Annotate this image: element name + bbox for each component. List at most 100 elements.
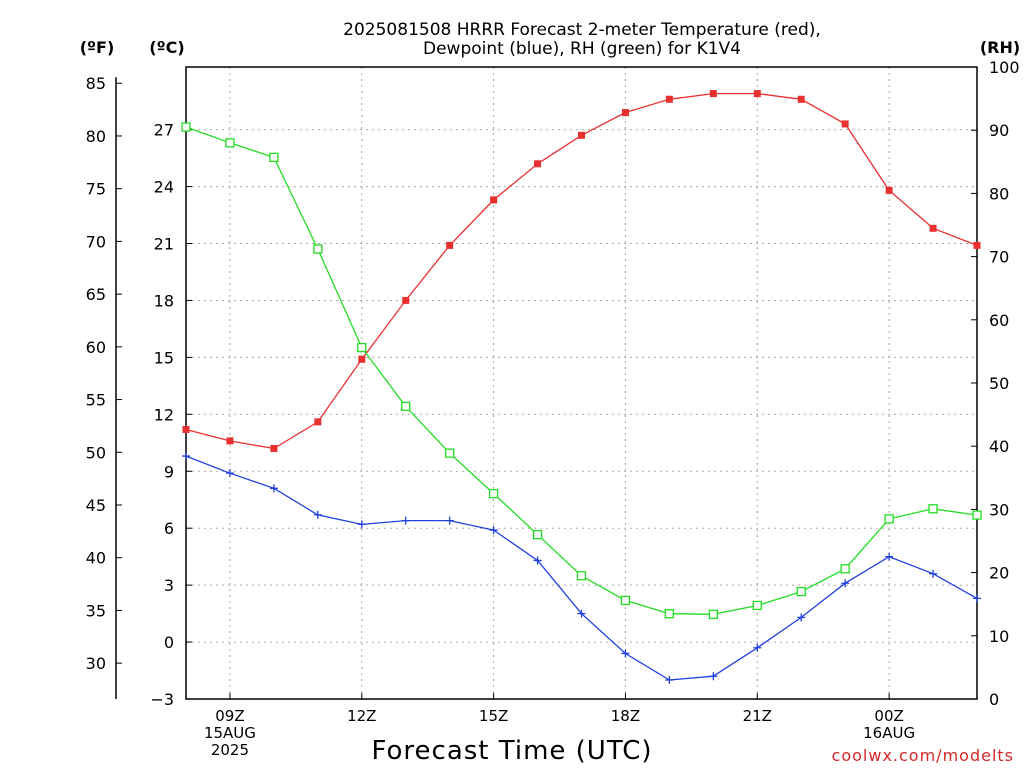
dewpoint-line: [185, 455, 978, 681]
fahrenheit-unit-label: (ºF): [80, 38, 115, 57]
temperature-point: [709, 90, 717, 98]
x-tick-label: 18Z: [611, 707, 640, 725]
fahrenheit-tick-label: 35: [86, 601, 106, 620]
dewpoint-point: [269, 484, 278, 493]
relative_humidity-point: [313, 244, 323, 254]
temperature-point: [490, 196, 498, 204]
rh-tick-label: 80: [989, 184, 1009, 203]
temperature-point: [534, 160, 542, 168]
celsius-tick-label: −3: [150, 690, 174, 709]
temperature-point: [314, 418, 322, 426]
dewpoint-point: [621, 649, 630, 658]
dewpoint-point: [313, 510, 322, 519]
relative_humidity-point: [532, 530, 543, 540]
fahrenheit-tick-label: 50: [86, 443, 106, 462]
temperature-point: [182, 425, 190, 433]
relative_humidity-point: [269, 152, 279, 163]
rh-tick-label: 20: [989, 564, 1009, 583]
relative_humidity-line: [185, 126, 978, 615]
relative_humidity-point: [972, 510, 982, 520]
celsius-tick-label: 12: [154, 405, 174, 424]
dewpoint-point: [533, 556, 542, 565]
celsius-tick-label: 0: [164, 633, 174, 652]
dewpoint-point: [929, 569, 938, 578]
rh-tick-label: 70: [989, 248, 1009, 267]
rh-tick-label: 60: [989, 311, 1009, 330]
dewpoint-point: [709, 672, 718, 681]
relative_humidity-point: [576, 571, 587, 581]
celsius-tick-label: 9: [164, 462, 174, 481]
rh-unit-label: (RH): [980, 38, 1020, 57]
x-tick-label: 15AUG: [204, 724, 256, 742]
rh-tick-label: 0: [989, 690, 999, 709]
fahrenheit-tick-label: 45: [86, 496, 106, 515]
temperature-point: [270, 444, 278, 452]
credit-text[interactable]: coolwx.com/modelts: [832, 746, 1014, 765]
rh-tick-label: 90: [989, 121, 1009, 140]
dewpoint-point: [665, 676, 674, 685]
relative_humidity-point: [840, 564, 850, 574]
temperature-point: [797, 95, 805, 103]
celsius-tick-label: 27: [154, 121, 174, 140]
celsius-tick-label: 3: [164, 576, 174, 595]
temperature-point: [753, 90, 761, 98]
fahrenheit-tick-label: 85: [86, 74, 106, 93]
dewpoint-point: [489, 526, 498, 535]
x-tick-label: 12Z: [347, 707, 376, 725]
x-tick-label: 15Z: [479, 707, 508, 725]
grid-layer: [186, 67, 977, 699]
temperature-point: [402, 296, 410, 304]
dewpoint-series: [182, 452, 981, 685]
relative_humidity-point: [357, 342, 367, 353]
x-tick-label: 2025: [211, 741, 249, 759]
relative_humidity-point: [181, 122, 191, 132]
fahrenheit-tick-label: 70: [86, 232, 106, 251]
x-tick-label: 16AUG: [863, 724, 915, 742]
rh-tick-label: 40: [989, 437, 1009, 456]
temperature-point: [665, 95, 673, 103]
series-layer: [181, 90, 982, 685]
plot-frame: [185, 66, 978, 700]
dewpoint-point: [577, 609, 586, 618]
fahrenheit-tick-label: 40: [86, 549, 106, 568]
temperature-line: [185, 92, 978, 450]
fahrenheit-tick-label: 80: [86, 127, 106, 146]
celsius-tick-label: 18: [154, 291, 174, 310]
temperature-point: [841, 120, 849, 128]
celsius-tick-label: 24: [154, 178, 174, 197]
x-axis-label: Forecast Time (UTC): [371, 736, 652, 766]
temperature-point: [621, 109, 629, 117]
dewpoint-point: [401, 516, 410, 525]
celsius-unit-label: (ºC): [149, 38, 184, 57]
chart-title-line-2: Dewpoint (blue), RH (green) for K1V4: [423, 39, 741, 59]
temperature-point: [446, 241, 454, 249]
dewpoint-point: [841, 579, 850, 588]
relative_humidity-point: [401, 401, 411, 412]
x-tick-label: 21Z: [743, 707, 772, 725]
relative_humidity-point: [488, 488, 499, 499]
dewpoint-point: [753, 643, 762, 652]
relative_humidity-point: [225, 138, 235, 148]
relative_humidity-point: [445, 448, 455, 458]
dewpoint-point: [797, 613, 806, 622]
celsius-tick-label: 6: [164, 519, 174, 538]
chart-title-line-1: 2025081508 HRRR Forecast 2-meter Tempera…: [343, 20, 821, 40]
rh-tick-label: 30: [989, 500, 1009, 519]
relative_humidity-point: [620, 595, 631, 606]
temperature-point: [358, 355, 366, 363]
fahrenheit-tick-label: 60: [86, 338, 106, 357]
dewpoint-point: [973, 594, 981, 603]
temperature-point: [929, 224, 937, 232]
rh-tick-label: 50: [989, 374, 1009, 393]
dewpoint-point: [445, 516, 454, 525]
fahrenheit-tick-label: 75: [86, 180, 106, 199]
celsius-tick-label: 15: [154, 348, 174, 367]
relative_humidity-point: [796, 586, 806, 597]
celsius-tick-label: 21: [154, 235, 174, 254]
x-tick-label: 00Z: [874, 707, 903, 725]
relative_humidity-series: [181, 122, 982, 619]
axes-layer: 30 35 40 45 50 55 60 65 70 75 80 85 −3 0 3 6 9 12 15 18 21 24…: [86, 58, 1020, 709]
relative_humidity-point: [752, 600, 762, 611]
rh-tick-label: 10: [989, 627, 1009, 646]
